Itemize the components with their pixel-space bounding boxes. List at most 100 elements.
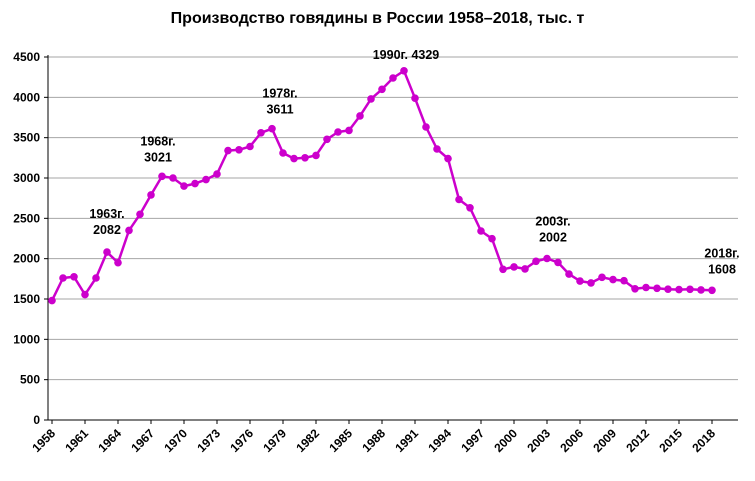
- x-tick-label: 1964: [95, 426, 124, 455]
- data-point: [576, 277, 584, 285]
- data-point: [334, 128, 342, 136]
- data-point: [147, 191, 155, 199]
- data-point: [499, 265, 507, 274]
- data-point: [246, 142, 254, 151]
- data-point: [301, 154, 309, 162]
- data-point: [554, 258, 562, 267]
- data-point: [290, 154, 298, 163]
- x-tick-label: 1997: [458, 426, 487, 455]
- data-point: [180, 182, 188, 190]
- data-point: [444, 154, 452, 163]
- x-tick-label: 1958: [29, 426, 58, 455]
- data-point: [48, 296, 56, 305]
- data-point: [510, 263, 518, 271]
- x-tick-label: 1988: [359, 426, 388, 455]
- data-point: [411, 94, 419, 102]
- data-point: [697, 286, 705, 294]
- x-tick-label: 2003: [524, 426, 553, 455]
- data-point: [81, 290, 89, 299]
- annotation: 1963г. 2082: [89, 207, 124, 237]
- data-point: [367, 95, 375, 103]
- y-tick-label: 1000: [13, 332, 40, 346]
- data-point: [389, 74, 397, 82]
- data-point: [70, 273, 78, 281]
- data-point: [114, 258, 122, 267]
- data-point: [224, 146, 232, 155]
- y-tick-label: 3500: [13, 131, 40, 145]
- x-tick-label: 2009: [590, 426, 619, 455]
- annotation: 1990г. 4329: [373, 48, 440, 62]
- data-line: [50, 69, 714, 302]
- x-tick-label: 1991: [392, 426, 421, 455]
- y-tick-label: 4000: [13, 90, 40, 104]
- data-point: [191, 179, 199, 188]
- x-tick-label: 1976: [227, 426, 256, 455]
- data-point: [686, 285, 694, 294]
- y-tick-label: 2000: [13, 252, 40, 266]
- data-point: [169, 174, 177, 182]
- annotation: 1968г. 3021: [140, 134, 175, 164]
- annotation: 2003г. 2002: [535, 215, 570, 245]
- y-tick-label: 0: [33, 413, 40, 427]
- x-tick-label: 1961: [62, 426, 91, 455]
- data-point: [477, 227, 485, 235]
- data-point: [532, 257, 540, 266]
- data-point: [675, 285, 683, 294]
- data-point: [268, 124, 276, 133]
- y-tick-label: 2500: [13, 211, 40, 225]
- data-point: [664, 285, 672, 294]
- data-point: [257, 129, 265, 137]
- data-point: [620, 276, 628, 285]
- data-point: [202, 175, 210, 184]
- data-point: [92, 274, 100, 282]
- data-point: [609, 275, 617, 284]
- data-point: [488, 234, 496, 243]
- data-point: [345, 126, 353, 135]
- x-tick-label: 1994: [425, 426, 454, 455]
- data-point: [213, 170, 221, 178]
- x-tick-label: 2012: [623, 426, 652, 455]
- data-point: [356, 112, 364, 120]
- data-point: [400, 67, 408, 75]
- data-point: [103, 248, 111, 256]
- data-point: [136, 210, 144, 219]
- data-point: [279, 149, 287, 157]
- data-point: [125, 226, 133, 235]
- data-point: [587, 279, 595, 287]
- x-tick-label: 1979: [260, 426, 289, 455]
- y-tick-label: 1500: [13, 292, 40, 306]
- data-point: [235, 146, 243, 154]
- x-tick-label: 1985: [326, 426, 355, 455]
- x-tick-label: 1982: [293, 426, 322, 455]
- data-point: [455, 195, 463, 204]
- data-point: [653, 284, 661, 293]
- data-point: [433, 145, 441, 153]
- data-point: [59, 274, 67, 282]
- data-point: [158, 172, 166, 181]
- data-point: [598, 273, 606, 282]
- x-tick-label: 2006: [557, 426, 586, 455]
- x-tick-label: 2000: [491, 426, 520, 455]
- x-tick-label: 1973: [194, 426, 223, 455]
- data-point: [323, 135, 331, 144]
- data-point: [312, 151, 320, 160]
- data-point: [642, 283, 650, 292]
- data-point: [631, 285, 639, 293]
- x-tick-label: 2015: [656, 426, 685, 455]
- data-point: [543, 254, 551, 263]
- data-point: [521, 265, 529, 273]
- x-tick-label: 2018: [689, 426, 718, 455]
- x-tick-label: 1967: [128, 426, 157, 455]
- data-point: [422, 123, 430, 131]
- annotation: 1978г. 3611: [262, 87, 297, 117]
- data-point: [708, 286, 716, 295]
- x-tick-label: 1970: [161, 426, 190, 455]
- annotation: 2018г. 1608: [704, 246, 739, 276]
- y-tick-label: 4500: [13, 50, 40, 64]
- y-tick-label: 500: [20, 373, 40, 387]
- data-point: [378, 85, 386, 94]
- chart-title: Производство говядины в России 1958–2018…: [170, 10, 585, 27]
- data-point: [466, 204, 474, 212]
